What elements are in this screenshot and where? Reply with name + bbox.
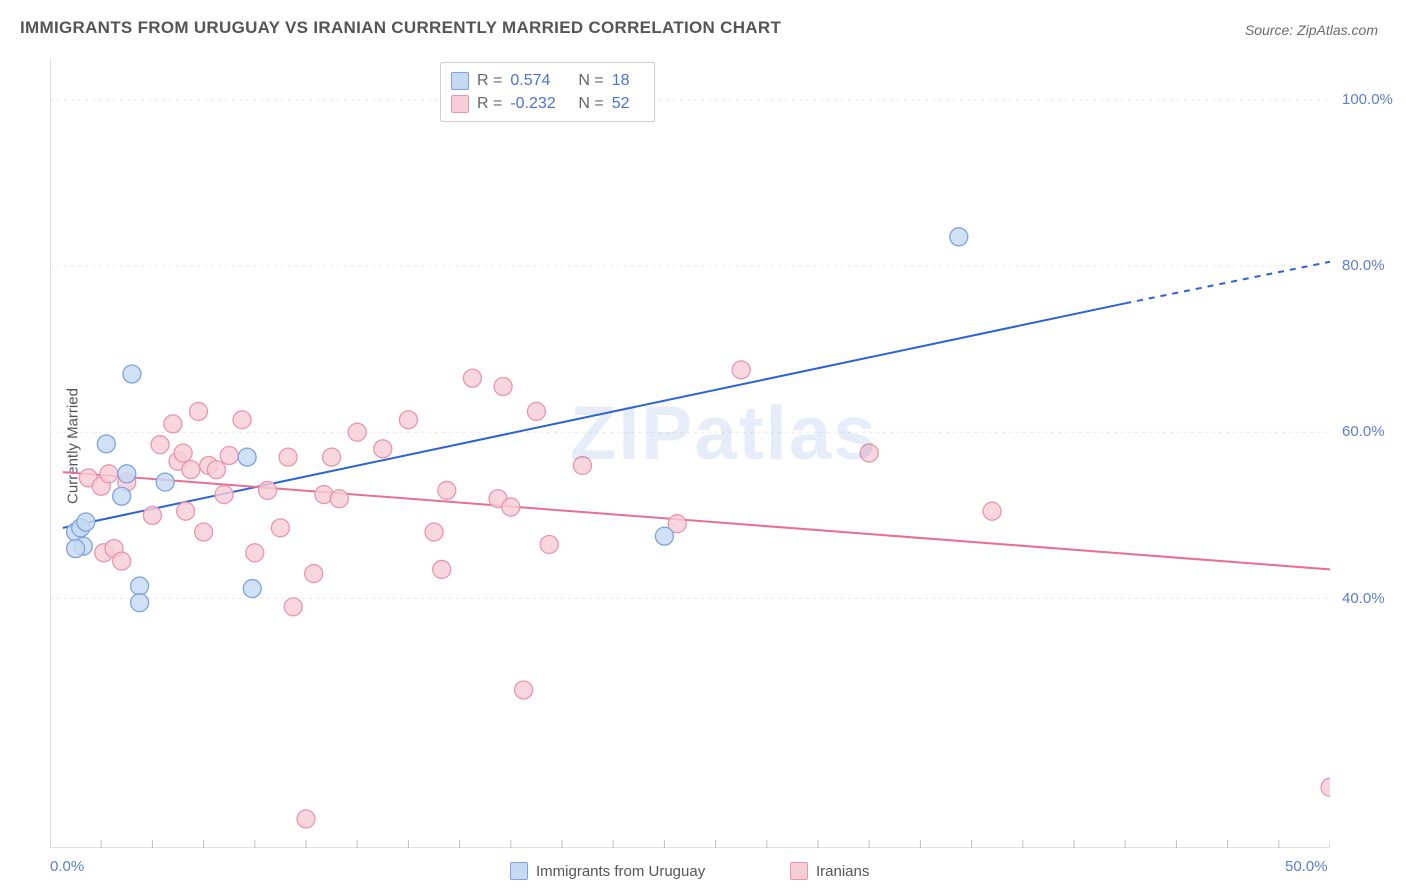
stats-row: R = -0.232 N = 52 (451, 92, 640, 115)
stats-legend-box: R = 0.574 N = 18 R = -0.232 N = 52 (440, 62, 655, 122)
series-swatch (451, 72, 469, 90)
source-prefix: Source: (1245, 22, 1297, 38)
n-label: N = (578, 69, 603, 92)
r-value: 0.574 (510, 69, 570, 92)
chart-title: IMMIGRANTS FROM URUGUAY VS IRANIAN CURRE… (20, 18, 781, 38)
series-swatch (451, 95, 469, 113)
n-value: 52 (612, 92, 640, 115)
r-label: R = (477, 69, 502, 92)
ytick-label: 40.0% (1342, 590, 1385, 607)
n-value: 18 (612, 69, 640, 92)
ytick-label: 80.0% (1342, 257, 1385, 274)
xtick-label: 0.0% (50, 858, 84, 875)
legend-item: Immigrants from Uruguay (510, 862, 705, 880)
r-label: R = (477, 92, 502, 115)
legend-label: Immigrants from Uruguay (536, 863, 705, 880)
ytick-label: 100.0% (1342, 91, 1393, 108)
r-value: -0.232 (510, 92, 570, 115)
legend-swatch (790, 862, 808, 880)
stats-row: R = 0.574 N = 18 (451, 69, 640, 92)
scatter-plot (50, 58, 1330, 848)
n-label: N = (578, 92, 603, 115)
xtick-label: 50.0% (1285, 858, 1328, 875)
legend-item: Iranians (790, 862, 869, 880)
ytick-label: 60.0% (1342, 423, 1385, 440)
source-attribution: Source: ZipAtlas.com (1245, 22, 1378, 38)
source-name: ZipAtlas.com (1297, 22, 1378, 38)
legend-swatch (510, 862, 528, 880)
legend-label: Iranians (816, 863, 869, 880)
